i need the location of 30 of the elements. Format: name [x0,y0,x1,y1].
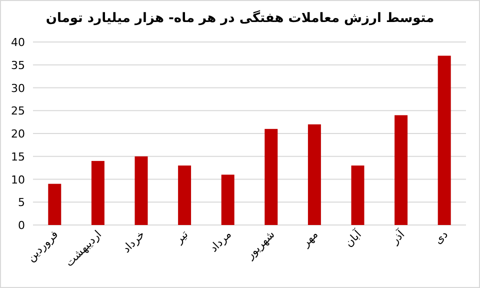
bar [264,128,278,225]
x-tick-label: خرداد [120,228,148,256]
y-tick-label: 20 [11,128,25,140]
y-tick-label: 5 [18,196,25,210]
y-tick-label: 35 [11,58,25,72]
y-tick-label: 25 [11,104,25,118]
bar [134,156,148,225]
x-tick-label: شهریور [243,228,278,262]
y-tick-label: 0 [18,219,25,232]
x-tick-label: مهر [298,228,321,250]
bar [48,184,62,225]
y-tick-label: 15 [11,150,25,164]
chart-title: متوسط ارزش معاملات هفتگی در هر ماه- هزار میلیارد تومان [46,10,434,26]
bar [394,115,408,225]
x-tick-label: آبان [342,226,365,250]
x-tick-label: اردیبهشت [62,228,104,270]
bar [308,124,321,225]
bar [438,56,451,225]
bar [351,166,364,225]
y-tick-label: 40 [11,36,25,49]
x-tick-label: آذر [387,226,408,248]
x-tick-label: تیر [172,228,191,247]
bar [221,174,234,225]
bar [91,160,104,225]
y-tick-label: 30 [11,82,25,95]
x-tick-label: دی [432,228,451,247]
bar [178,166,192,225]
x-tick-label: فروردین [24,228,61,264]
x-tick-label: مرداد [207,228,234,255]
y-tick-label: 10 [11,173,25,186]
